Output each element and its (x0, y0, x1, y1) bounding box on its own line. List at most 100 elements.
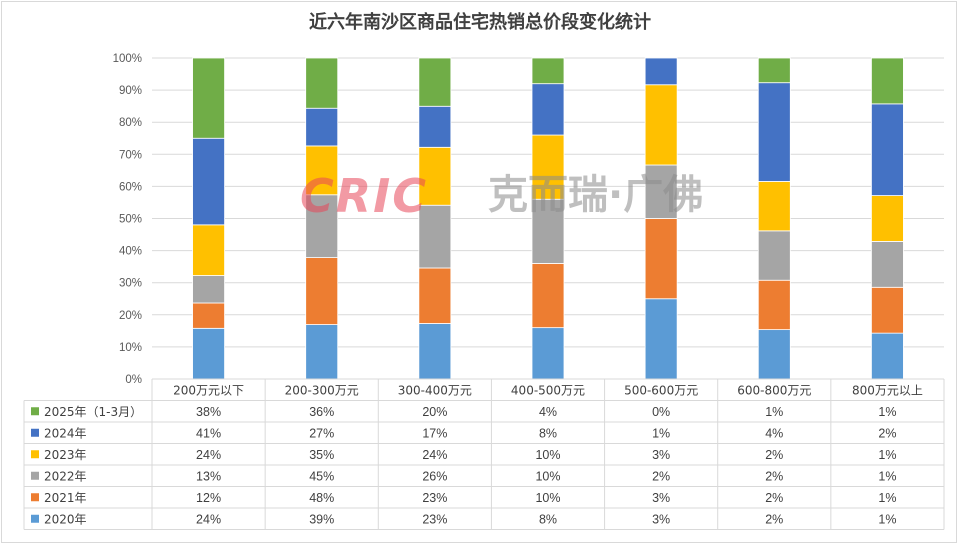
bar-segment (644, 298, 678, 380)
data-label: 4% (765, 426, 783, 440)
legend-entry: 2023年 (44, 448, 87, 462)
y-tick-label: 60% (119, 181, 142, 193)
watermark-text: 克而瑞·广佛 (488, 172, 703, 218)
bar-segment (418, 105, 452, 148)
y-tick-label: 30% (119, 278, 142, 290)
bar-segment (644, 218, 678, 300)
bar-segment (531, 263, 565, 329)
data-label: 10% (535, 448, 560, 462)
data-label: 20% (422, 405, 447, 419)
bar-segment (871, 332, 904, 380)
x-tick-label: 500-600万元 (624, 383, 698, 397)
bar-segment (757, 82, 791, 182)
data-label: 36% (309, 405, 334, 419)
bar-segment (192, 57, 225, 139)
y-tick-label: 40% (119, 246, 142, 258)
bar-segment (757, 279, 791, 331)
x-tick-label: 800万元以上 (852, 383, 923, 397)
bar-segment (418, 204, 452, 269)
data-label: 26% (422, 469, 447, 483)
data-label: 8% (539, 512, 557, 526)
bar-segment (305, 324, 339, 380)
legend-swatch (31, 450, 39, 459)
data-label: 24% (196, 448, 221, 462)
bar-segment (531, 327, 565, 380)
bar-segment (418, 323, 452, 380)
data-label: 2% (765, 469, 783, 483)
bar-segment (757, 329, 791, 380)
data-label: 2% (765, 448, 783, 462)
y-tick-label: 20% (119, 310, 142, 322)
data-label: 0% (652, 405, 670, 419)
bar-segment (644, 57, 678, 86)
y-tick-label: 80% (119, 117, 142, 129)
bar-segment (192, 137, 225, 226)
bar-segment (305, 57, 339, 109)
data-label: 8% (539, 426, 557, 440)
data-label: 41% (196, 426, 221, 440)
legend-entry: 2022年 (44, 469, 87, 483)
bar-segment (192, 275, 225, 304)
data-label: 12% (196, 491, 221, 505)
data-label: 4% (539, 405, 557, 419)
bar-segment (871, 103, 904, 196)
bar-segment (644, 84, 678, 166)
data-label: 1% (878, 491, 896, 505)
y-tick-label: 70% (119, 149, 142, 161)
bar-segment (531, 198, 565, 264)
y-tick-label: 100% (113, 53, 142, 65)
y-tick-label: 0% (125, 374, 142, 386)
bar-segment (305, 107, 339, 147)
data-label: 23% (422, 512, 447, 526)
data-label: 3% (652, 448, 670, 462)
data-label: 1% (878, 512, 896, 526)
data-label: 39% (309, 512, 334, 526)
bar-segment (305, 194, 339, 258)
data-label: 48% (309, 491, 334, 505)
y-tick-label: 10% (119, 342, 142, 354)
data-label: 10% (535, 491, 560, 505)
legend-swatch (31, 514, 39, 523)
bar-segment (757, 57, 791, 84)
bar-segment (305, 145, 339, 196)
legend-entry: 2024年 (44, 426, 87, 440)
bar-segment (757, 181, 791, 232)
legend-entry: 2021年 (44, 491, 87, 505)
data-label: 10% (535, 469, 560, 483)
y-tick-label: 90% (119, 85, 142, 97)
watermark: CRIC 克而瑞·广佛 (300, 169, 703, 223)
legend-swatch (31, 493, 39, 502)
x-tick-label: 600-800万元 (737, 383, 811, 397)
bar-segment (192, 302, 225, 329)
bar-segment (531, 134, 565, 200)
bar-segment (644, 164, 678, 219)
x-tick-label: 200-300万元 (285, 383, 359, 397)
data-label: 1% (878, 405, 896, 419)
bar-segment (871, 57, 904, 105)
data-label: 24% (196, 512, 221, 526)
data-label: 1% (878, 469, 896, 483)
bar-segment (418, 146, 452, 206)
watermark-logo: CRIC (300, 169, 428, 223)
legend-swatch (31, 407, 39, 416)
data-label: 3% (652, 491, 670, 505)
data-label: 2% (878, 426, 896, 440)
x-tick-label: 200万元以下 (173, 383, 244, 397)
x-tick-label: 300-400万元 (398, 383, 472, 397)
data-label: 45% (309, 469, 334, 483)
data-label: 3% (652, 512, 670, 526)
bar-segment (418, 57, 452, 107)
data-label: 17% (422, 426, 447, 440)
chart-title: 近六年南沙区商品住宅热销总价段变化统计 (309, 12, 651, 33)
y-tick-label: 50% (119, 214, 142, 226)
x-tick-label: 400-500万元 (511, 383, 585, 397)
data-label: 13% (196, 469, 221, 483)
bar-segment (418, 267, 452, 324)
data-label: 2% (652, 469, 670, 483)
bar-segment (192, 327, 225, 380)
legend-entry: 2025年（1-3月） (44, 405, 142, 419)
data-label: 38% (196, 405, 221, 419)
bar-segment (871, 241, 904, 288)
data-label: 2% (765, 491, 783, 505)
data-label: 24% (422, 448, 447, 462)
